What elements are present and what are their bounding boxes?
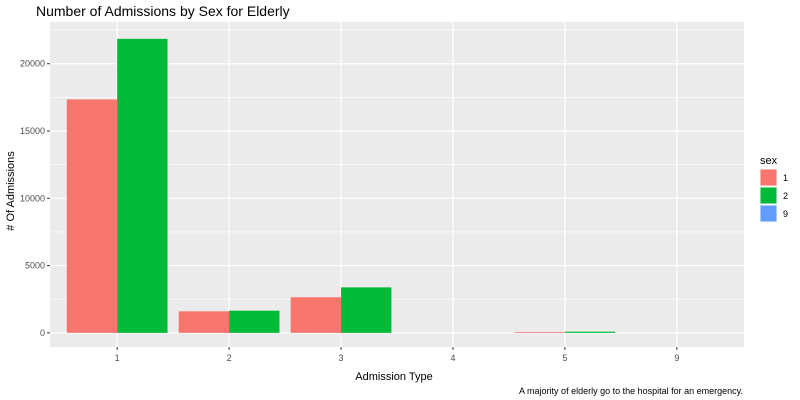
- legend-key-swatch: [760, 187, 777, 204]
- bar-cat3-sex2: [341, 287, 392, 333]
- y-axis-title: # Of Admissions: [5, 151, 17, 231]
- y-tick-label: 20000: [20, 59, 45, 69]
- legend-title: sex: [760, 155, 778, 167]
- bar-cat5-sex2: [564, 331, 616, 333]
- bar-cat1-sex2: [117, 38, 168, 333]
- legend-key-swatch: [760, 205, 777, 222]
- bar-cat3-sex1: [290, 297, 342, 333]
- x-tick-label: 1: [115, 353, 120, 363]
- x-tick-label: 3: [339, 353, 344, 363]
- bar-cat5-sex1: [514, 332, 565, 333]
- legend: sex 1 2 9: [760, 155, 788, 222]
- legend-key-swatch: [760, 169, 777, 186]
- x-tick-label: 2: [227, 353, 232, 363]
- x-tick-label: 5: [562, 353, 567, 363]
- bar-cat2-sex1: [178, 311, 230, 333]
- bar-cat2-sex2: [229, 310, 280, 333]
- x-axis: 1 2 3 4 5 9: [115, 347, 679, 363]
- bar-cat1-sex1: [66, 99, 118, 333]
- legend-label: 9: [783, 209, 788, 219]
- x-tick-label: 4: [450, 353, 455, 363]
- y-tick-label: 0: [40, 328, 45, 338]
- y-tick-label: 15000: [20, 126, 45, 136]
- legend-label: 1: [783, 173, 788, 183]
- y-tick-label: 5000: [25, 261, 45, 271]
- bars-group: [66, 38, 616, 333]
- chart-caption: A majority of elderly go to the hospital…: [519, 386, 743, 396]
- x-tick-label: 9: [674, 353, 679, 363]
- y-axis: 0 5000 10000 15000 20000: [20, 59, 50, 338]
- x-axis-title: Admission Type: [355, 371, 432, 383]
- y-tick-label: 10000: [20, 193, 45, 203]
- legend-label: 2: [783, 191, 788, 201]
- chart-title: Number of Admissions by Sex for Elderly: [36, 3, 290, 19]
